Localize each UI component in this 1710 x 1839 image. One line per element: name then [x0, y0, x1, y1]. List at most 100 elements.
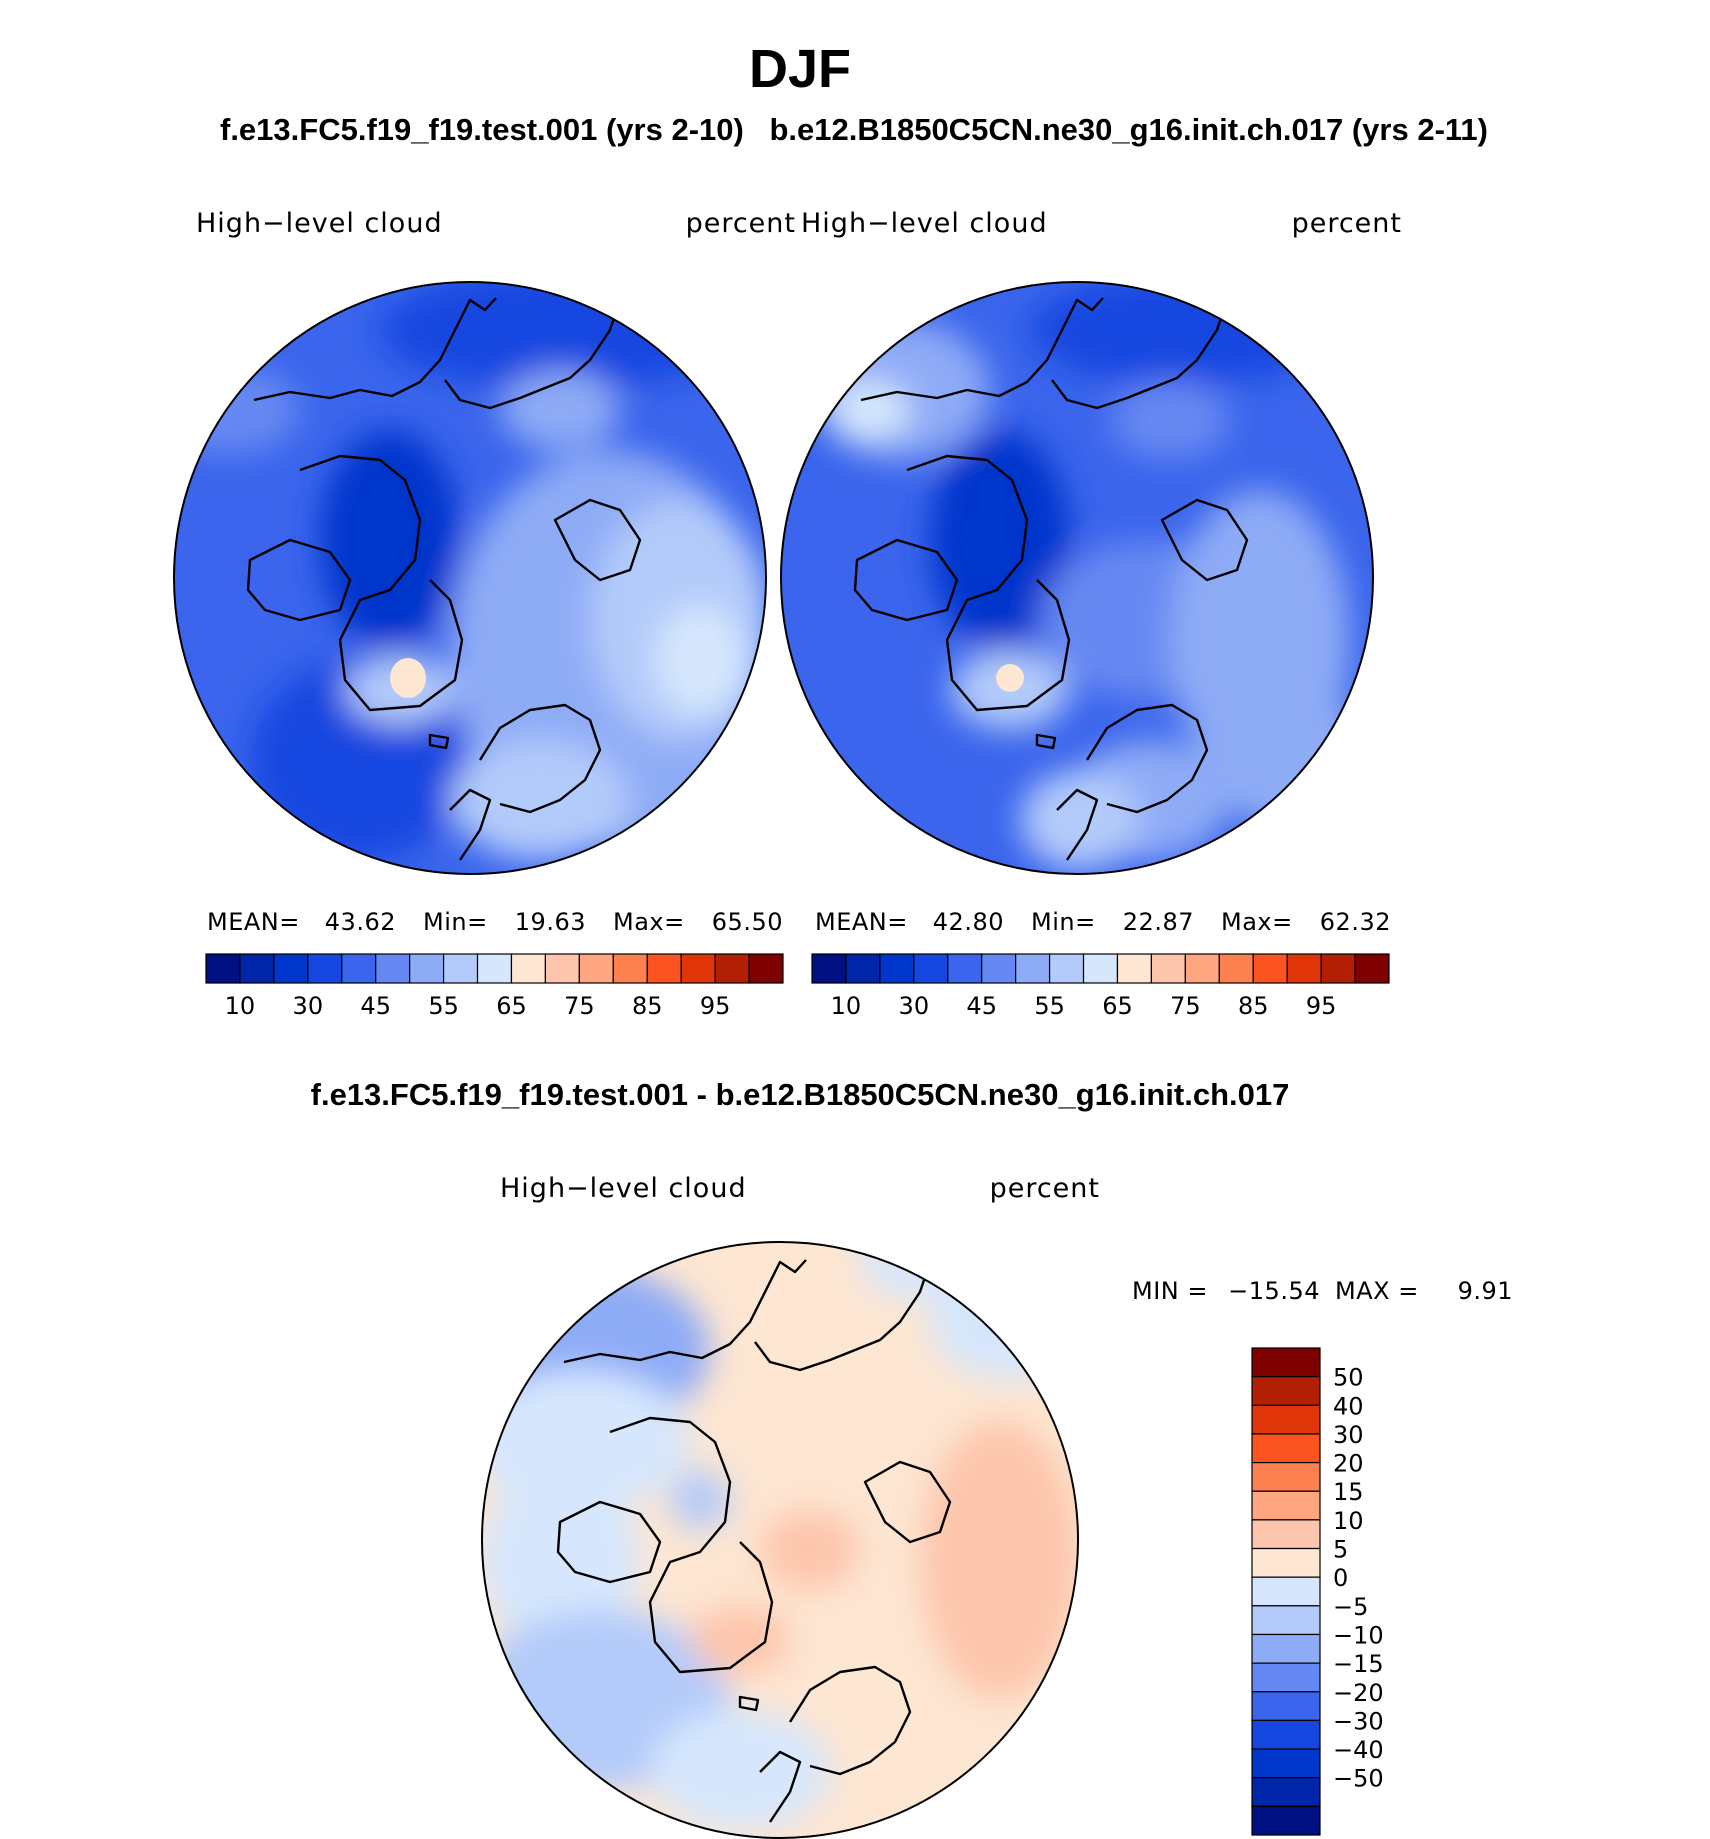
diff-colorbar-tick-label: 30	[1333, 1421, 1364, 1449]
model-map-border	[173, 281, 767, 875]
model-panel: High−level cloud percent	[173, 208, 796, 1020]
diff-colorbar-box	[1251, 1633, 1321, 1664]
diff-colorbar-box	[1251, 1719, 1321, 1750]
diff-colorbar-box	[1251, 1519, 1321, 1550]
obs-colorbar-box	[811, 953, 847, 984]
obs-max-value: 62.32	[1320, 908, 1391, 936]
model-colorbar-tick-label: 30	[293, 992, 324, 1020]
obs-colorbar-box	[981, 953, 1017, 984]
obs-units-label: percent	[1292, 208, 1402, 239]
model-mean-label: MEAN=	[207, 908, 300, 936]
diff-colorbar-tick-label: 5	[1333, 1536, 1348, 1564]
obs-map-border	[780, 281, 1374, 875]
diff-colorbar-box	[1251, 1490, 1321, 1521]
obs-colorbar-box	[1082, 953, 1119, 984]
obs-min-value: 22.87	[1123, 908, 1194, 936]
obs-colorbar-box	[1354, 953, 1390, 984]
diff-map	[482, 1242, 1078, 1838]
obs-colorbar: 10 30 45 55 65 75 85 95	[811, 953, 1390, 1020]
model-colorbar-box	[375, 953, 411, 984]
diff-colorbar-tick-label: 40	[1333, 1392, 1364, 1420]
obs-mean-value: 42.80	[933, 908, 1004, 936]
obs-panel: High−level cloud percent	[780, 208, 1402, 1020]
model-stats: MEAN= 43.62 Min= 19.63 Max= 65.50	[207, 908, 783, 936]
obs-colorbar-box	[1252, 953, 1288, 984]
model-colorbar-box	[544, 953, 580, 984]
model-units-label: percent	[686, 208, 796, 239]
figure-title: DJF	[749, 39, 851, 99]
model-colorbar-box	[510, 953, 547, 984]
diff-colorbar-box	[1251, 1748, 1321, 1779]
model-colorbar-box	[307, 953, 343, 984]
obs-colorbar-box	[947, 953, 983, 984]
model-colorbar-box	[341, 953, 377, 984]
diff-colorbar-tick-label: −10	[1333, 1621, 1384, 1649]
diff-units-label: percent	[990, 1173, 1100, 1204]
diff-colorbar-box	[1251, 1461, 1321, 1492]
diff-min-value: −15.54	[1228, 1277, 1320, 1305]
diff-colorbar-tick-label: −15	[1333, 1650, 1384, 1678]
diff-min-label: MIN =	[1132, 1277, 1208, 1305]
diff-colorbar-tick-label: −50	[1333, 1765, 1384, 1793]
diff-colorbar-tick-label: −40	[1333, 1736, 1384, 1764]
obs-colorbar-box	[913, 953, 949, 984]
obs-colorbar-box	[1286, 953, 1322, 984]
model-colorbar-tick-label: 65	[496, 992, 527, 1020]
diff-colorbar-box	[1251, 1376, 1321, 1406]
obs-colorbar-box	[1048, 953, 1085, 984]
obs-colorbar-tick-label: 65	[1102, 992, 1133, 1020]
model-max-label: Max=	[613, 908, 685, 936]
model-mean-value: 43.62	[325, 908, 396, 936]
obs-colorbar-tick-label: 55	[1034, 992, 1065, 1020]
diff-colorbar-box	[1251, 1805, 1321, 1836]
diff-colorbar-box	[1251, 1576, 1321, 1607]
model-colorbar-box	[612, 953, 648, 984]
obs-colorbar-box	[1150, 953, 1186, 984]
model-colorbar-box	[273, 953, 309, 984]
diff-colorbar-box	[1251, 1777, 1321, 1807]
model-colorbar-box	[748, 953, 784, 984]
obs-colorbar-tick-label: 85	[1238, 992, 1269, 1020]
diff-colorbar-tick-label: 10	[1333, 1507, 1364, 1535]
model-colorbar: 10 30 45 55 65 75 85 95	[205, 953, 784, 1020]
diff-colorbar-tick-label: 15	[1333, 1478, 1364, 1506]
obs-colorbar-tick-label: 75	[1170, 992, 1201, 1020]
diff-colorbar-box	[1251, 1433, 1321, 1464]
obs-max-label: Max=	[1221, 908, 1293, 936]
obs-colorbar-box	[1116, 953, 1153, 984]
model-colorbar-box	[680, 953, 716, 984]
model-variable-label: High−level cloud	[196, 208, 443, 239]
model-case-title: f.e13.FC5.f19_f19.test.001 (yrs 2-10)	[220, 112, 744, 147]
diff-colorbar-tick-label: −30	[1333, 1707, 1384, 1735]
obs-colorbar-tick-label: 95	[1306, 992, 1337, 1020]
diff-colorbar-box	[1251, 1347, 1321, 1378]
diff-panel: f.e13.FC5.f19_f19.test.001 - b.e12.B1850…	[311, 1077, 1513, 1839]
diff-variable-label: High−level cloud	[500, 1173, 747, 1204]
obs-colorbar-box	[845, 953, 881, 984]
obs-colorbar-box	[1218, 953, 1254, 984]
model-max-value: 65.50	[712, 908, 783, 936]
obs-colorbar-box	[1015, 953, 1051, 984]
diff-colorbar-box	[1251, 1691, 1321, 1722]
diff-colorbar-box	[1251, 1404, 1321, 1435]
model-colorbar-tick-label: 85	[632, 992, 663, 1020]
model-colorbar-tick-label: 95	[700, 992, 731, 1020]
diff-colorbar-tick-label: 0	[1333, 1564, 1348, 1592]
obs-mean-label: MEAN=	[815, 908, 908, 936]
model-min-value: 19.63	[515, 908, 586, 936]
diff-colorbar-tick-label: −20	[1333, 1679, 1384, 1707]
model-min-label: Min=	[423, 908, 488, 936]
diff-colorbar-box	[1251, 1662, 1321, 1693]
diff-colorbar-tick-label: −5	[1333, 1593, 1368, 1621]
model-colorbar-tick-label: 45	[360, 992, 391, 1020]
model-colorbar-box	[646, 953, 682, 984]
obs-colorbar-box	[879, 953, 915, 984]
model-colorbar-tick-label: 75	[564, 992, 595, 1020]
obs-colorbar-box	[1184, 953, 1220, 984]
model-colorbar-box	[578, 953, 614, 984]
obs-map	[781, 282, 1373, 874]
obs-case-title: b.e12.B1850C5CN.ne30_g16.init.ch.017 (yr…	[769, 112, 1488, 147]
diff-colorbar-tick-label: 50	[1333, 1364, 1364, 1392]
model-colorbar-tick-label: 55	[428, 992, 459, 1020]
